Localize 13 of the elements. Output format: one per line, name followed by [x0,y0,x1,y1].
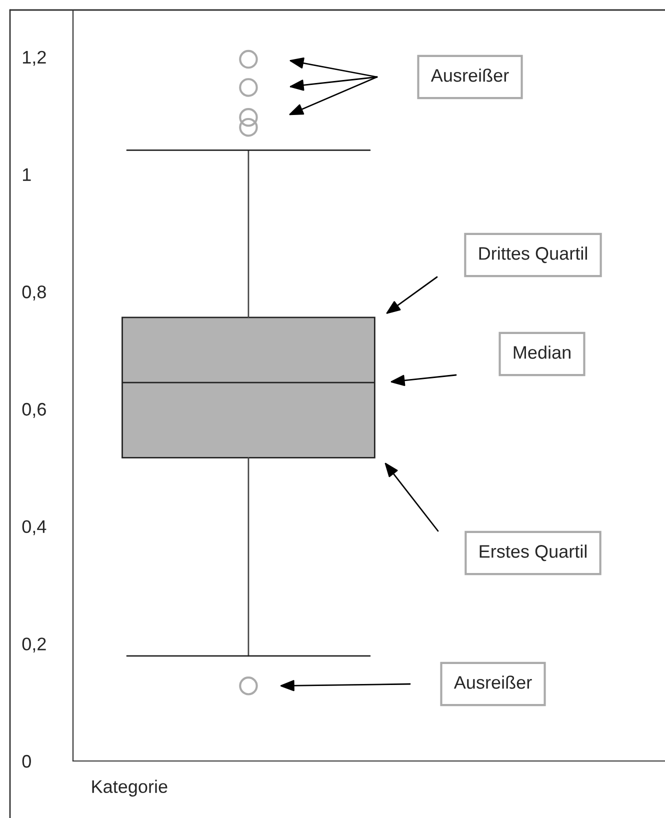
y-tick-label: 0,8 [22,286,46,300]
x-axis-title: Kategorie [92,780,168,797]
annotation: Ausreißer [430,68,509,82]
y-tick-label: 0 [22,754,31,768]
y-tick-label: 0,2 [22,638,46,653]
y-tick-label: 1 [22,168,31,181]
annotation: Ausreißer [454,676,532,689]
y-tick-label: 0,4 [22,520,46,536]
y-tick-label: 1,2 [22,50,46,66]
annotation: Drittes Quartil [479,246,587,264]
annotation: Median [514,346,570,359]
y-tick-label: 0,6 [22,402,46,418]
annotation: Erstes Quartil [480,544,586,562]
